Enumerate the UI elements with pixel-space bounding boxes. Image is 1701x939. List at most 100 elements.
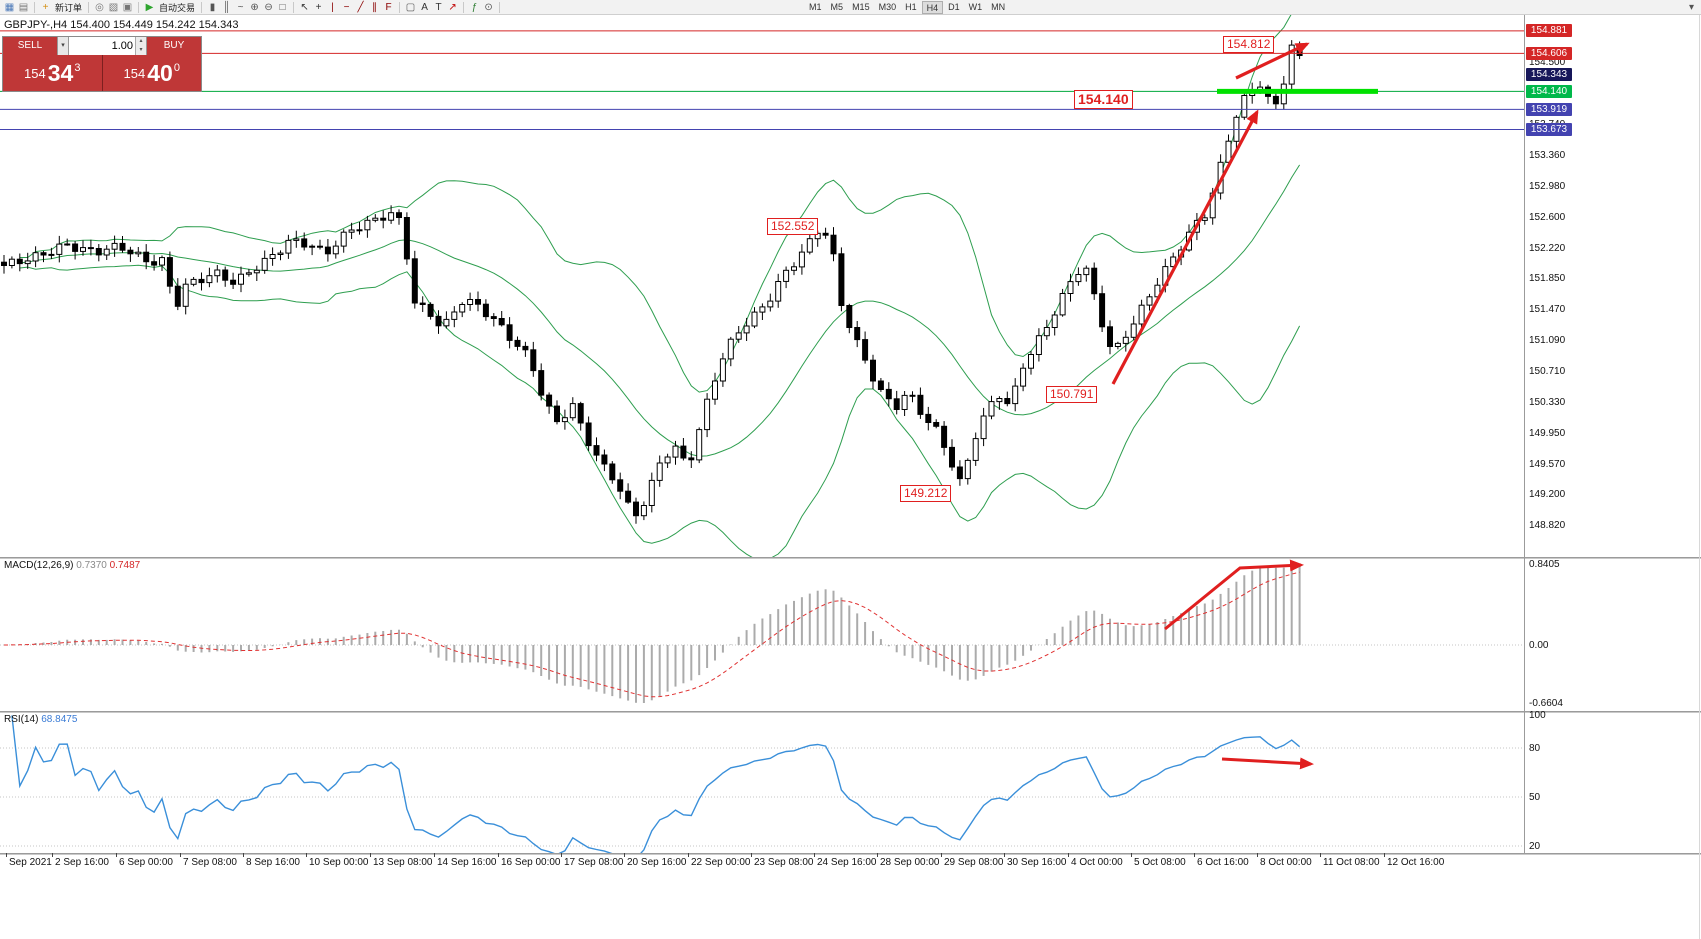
volume-down-icon[interactable]: ▾ [136,46,146,55]
bar-chart-icon[interactable]: ║ [222,1,231,13]
price-line-label: 154.606 [1526,46,1572,60]
rsi-label: RSI(14) 68.8475 [4,714,77,725]
volume-value[interactable]: 1.00 [111,40,133,52]
channel-icon[interactable]: ∥ [372,1,378,13]
time-axis-tick [814,853,815,857]
macd-arrow[interactable] [1164,559,1304,631]
cursor-icon[interactable]: ↖ [300,1,309,13]
indicators-icon[interactable]: ƒ [471,1,478,13]
time-axis-label: 16 Sep 00:00 [501,857,561,868]
time-axis-tick [1194,853,1195,857]
market-watch-icon[interactable]: ▧ [108,1,119,13]
rsi-line [11,715,1301,853]
shapes-icon[interactable]: ▢ [405,1,416,13]
fibonacci-icon[interactable]: F [385,1,392,13]
time-axis-tick [434,853,435,857]
new-chart-icon[interactable]: ▦ [4,1,15,13]
rsi-axis-label: 100 [1529,710,1546,722]
volume-stepper[interactable]: ▴ ▾ [135,37,146,55]
price-axis-label: 154.500 [1529,57,1566,68]
candlestick-chart-icon[interactable]: ▮ [209,1,216,13]
time-axis-label: 10 Sep 00:00 [309,857,369,868]
rsi-value: 68.8475 [41,714,78,725]
chart-title: GBPJPY-,H4 154.400 154.449 154.242 154.3… [4,19,239,31]
time-axis-label: 17 Sep 08:00 [564,857,624,868]
buy-button[interactable]: BUY [147,37,201,55]
price-line-label: 154.343 [1526,68,1572,82]
timeframe-button-m15[interactable]: M15 [852,1,870,12]
autotrade-button[interactable]: 自动交易 [159,2,196,13]
price-annotation-label[interactable]: 150.791 [1046,386,1098,403]
refresh-icon[interactable]: ◎ [95,1,104,13]
time-axis-label: 8 Sep 16:00 [246,857,300,868]
sell-button[interactable]: SELL [3,37,57,55]
volume-dropdown-icon[interactable]: ▾ [57,37,69,55]
timeframe-button-d1[interactable]: D1 [948,1,960,12]
price-annotation-label[interactable]: 154.812 [1223,36,1275,53]
macd-label: MACD(12,26,9) 0.7370 0.7487 [4,560,140,571]
sell-price-button[interactable]: 154 34 3 [3,55,103,91]
rsi-axis-label: 20 [1529,840,1541,852]
time-axis-tick [498,853,499,857]
macd-value-main: 0.7370 [76,560,107,571]
panel-separator[interactable] [0,557,1701,559]
arrow-object-icon[interactable]: ↗ [448,1,457,13]
text-label-icon[interactable]: T [435,1,442,13]
price-annotation-label[interactable]: 152.552 [767,218,819,235]
line-chart-icon[interactable]: ~ [237,1,244,13]
time-axis-tick [180,853,181,857]
rsi-arrow[interactable] [1221,757,1314,770]
timeframe-button-m5[interactable]: M5 [830,1,844,12]
macd-axis-label: 0.8405 [1529,559,1560,570]
chart-profiles-icon[interactable]: ▤ [18,1,29,13]
trend-arrow-1[interactable] [1111,109,1259,385]
timeframe-button-h4[interactable]: H4 [921,0,944,14]
price-axis-label: 152.600 [1529,212,1566,223]
timeframe-button-h1[interactable]: H1 [905,1,917,12]
zoom-out-icon[interactable]: ⊖ [264,1,273,13]
vertical-line-icon[interactable]: | [331,1,334,13]
terminal-icon[interactable]: ▣ [122,1,133,13]
trendline-icon[interactable]: ╱ [357,1,364,13]
sell-price-prefix: 154 [24,65,46,81]
price-annotation-label[interactable]: 149.212 [900,485,952,502]
autotrade-play-icon[interactable]: ▶ [145,1,154,13]
price-line-label: 154.881 [1526,24,1572,38]
volume-field[interactable]: 1.00 ▴ ▾ [69,37,147,55]
buy-price-button[interactable]: 154 40 0 [102,55,201,91]
toolbar-overflow-icon[interactable]: ▾ [1688,1,1695,13]
time-axis-tick [877,853,878,857]
time-axis-tick [624,853,625,857]
price-annotation-label[interactable]: 154.140 [1074,90,1133,109]
zoom-in-icon[interactable]: ⊕ [250,1,259,13]
periods-icon[interactable]: ⊙ [484,1,493,13]
price-chart[interactable] [0,15,1524,557]
new-order-button[interactable]: 新订单 [55,2,83,13]
trend-arrow-2[interactable] [1235,42,1310,80]
horizontal-line-icon[interactable]: − [343,1,350,13]
time-axis-label: 2 Sep 16:00 [55,857,109,868]
timeframe-button-mn[interactable]: MN [991,1,1006,12]
volume-up-icon[interactable]: ▴ [136,37,146,46]
text-icon[interactable]: A [421,1,428,13]
timeframe-button-m1[interactable]: M1 [809,1,822,12]
tile-windows-icon[interactable]: □ [279,1,286,13]
new-order-icon[interactable]: + [42,1,49,13]
macd-panel[interactable] [0,559,1524,711]
time-axis-tick [116,853,117,857]
panel-separator[interactable] [0,711,1701,713]
time-axis-label: 5 Oct 08:00 [1134,857,1186,868]
price-axis-label: 149.570 [1529,459,1566,471]
time-axis-tick [1384,853,1385,857]
time-axis-tick [1068,853,1069,857]
crosshair-icon[interactable]: + [315,1,322,13]
time-axis-tick [1320,853,1321,857]
time-axis-tick [6,853,7,857]
time-axis-tick [370,853,371,857]
price-axis-label: 149.950 [1529,428,1566,440]
rsi-panel[interactable] [0,713,1524,853]
timeframe-button-m30[interactable]: M30 [878,1,897,12]
timeframe-button-w1[interactable]: W1 [968,1,983,12]
time-axis-tick [1257,853,1258,857]
time-axis-tick [306,853,307,857]
